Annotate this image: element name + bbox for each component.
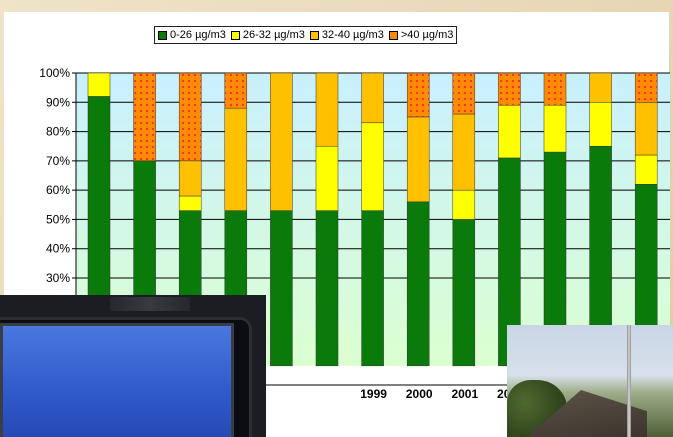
bar-12-series-3 <box>634 72 658 103</box>
legend-swatch-26-32 <box>230 30 240 40</box>
bar-8-series-2 <box>452 113 476 191</box>
bar-5-series-0 <box>315 210 339 367</box>
legend-entry-over-40: >40 µg/m3 <box>388 29 454 41</box>
legend-entry-0-26: 0-26 µg/m3 <box>158 29 226 41</box>
y-tick-label-40: 40% <box>46 242 70 256</box>
x-tick-label-2000: 2000 <box>406 387 433 401</box>
bar-10-series-1 <box>543 104 567 153</box>
legend-label-0-26: 0-26 µg/m3 <box>170 29 226 41</box>
chart-legend: 0-26 µg/m3 26-32 µg/m3 32-40 µg/m3 >40 µ… <box>154 26 458 44</box>
x-tick-label-2001: 2001 <box>451 387 478 401</box>
bar-8-series-1 <box>452 189 476 220</box>
bar-3-series-2 <box>224 107 248 211</box>
bar-8-series-3 <box>452 72 476 115</box>
bar-1-series-3 <box>133 72 156 162</box>
monitor-brand-mark <box>110 297 190 311</box>
bar-9-series-1 <box>498 104 521 159</box>
bar-9-series-3 <box>498 72 521 106</box>
bar-11-series-1 <box>589 102 612 147</box>
monitor-screen <box>0 323 234 437</box>
house-photo <box>507 325 673 437</box>
legend-label-32-40: 32-40 µg/m3 <box>321 29 384 41</box>
bar-11-series-2 <box>589 72 612 103</box>
bar-5-series-2 <box>315 72 339 147</box>
legend-entry-26-32: 26-32 µg/m3 <box>230 29 305 41</box>
measurement-pole <box>627 325 631 437</box>
bar-7-series-3 <box>406 72 430 118</box>
legend-swatch-0-26 <box>158 30 167 40</box>
bar-7-series-2 <box>406 116 430 203</box>
bar-2-series-2 <box>178 160 202 197</box>
legend-label-26-32: 26-32 µg/m3 <box>242 29 305 41</box>
bar-2-series-3 <box>178 72 202 162</box>
bar-6-series-2 <box>361 72 384 124</box>
legend-swatch-32-40 <box>309 30 319 40</box>
bar-8-series-0 <box>452 219 476 367</box>
bar-10-series-3 <box>543 72 567 106</box>
bar-12-series-2 <box>634 102 658 156</box>
y-tick-label-90: 90% <box>46 95 70 109</box>
monitor-photo <box>0 295 266 437</box>
bar-6-series-1 <box>361 122 384 211</box>
bar-4-series-0 <box>270 210 293 367</box>
bar-0-series-1 <box>87 72 111 97</box>
bar-7-series-0 <box>406 201 430 367</box>
y-tick-label-70: 70% <box>46 154 70 168</box>
bar-12-series-1 <box>634 154 658 185</box>
legend-entry-32-40: 32-40 µg/m3 <box>309 29 384 41</box>
y-tick-label-80: 80% <box>46 125 70 139</box>
legend-label-over-40: >40 µg/m3 <box>400 29 454 41</box>
y-tick-label-30: 30% <box>46 271 70 285</box>
bar-3-series-3 <box>224 72 248 109</box>
y-tick-label-60: 60% <box>46 183 70 197</box>
y-tick-label-50: 50% <box>46 212 70 226</box>
x-tick-label-1999: 1999 <box>360 387 387 401</box>
bar-5-series-1 <box>315 145 339 211</box>
legend-swatch-over-40 <box>388 30 398 40</box>
bar-4-series-2 <box>270 72 293 211</box>
bar-2-series-1 <box>178 195 202 211</box>
bar-6-series-0 <box>361 210 384 367</box>
y-tick-label-100: 100% <box>39 66 70 80</box>
